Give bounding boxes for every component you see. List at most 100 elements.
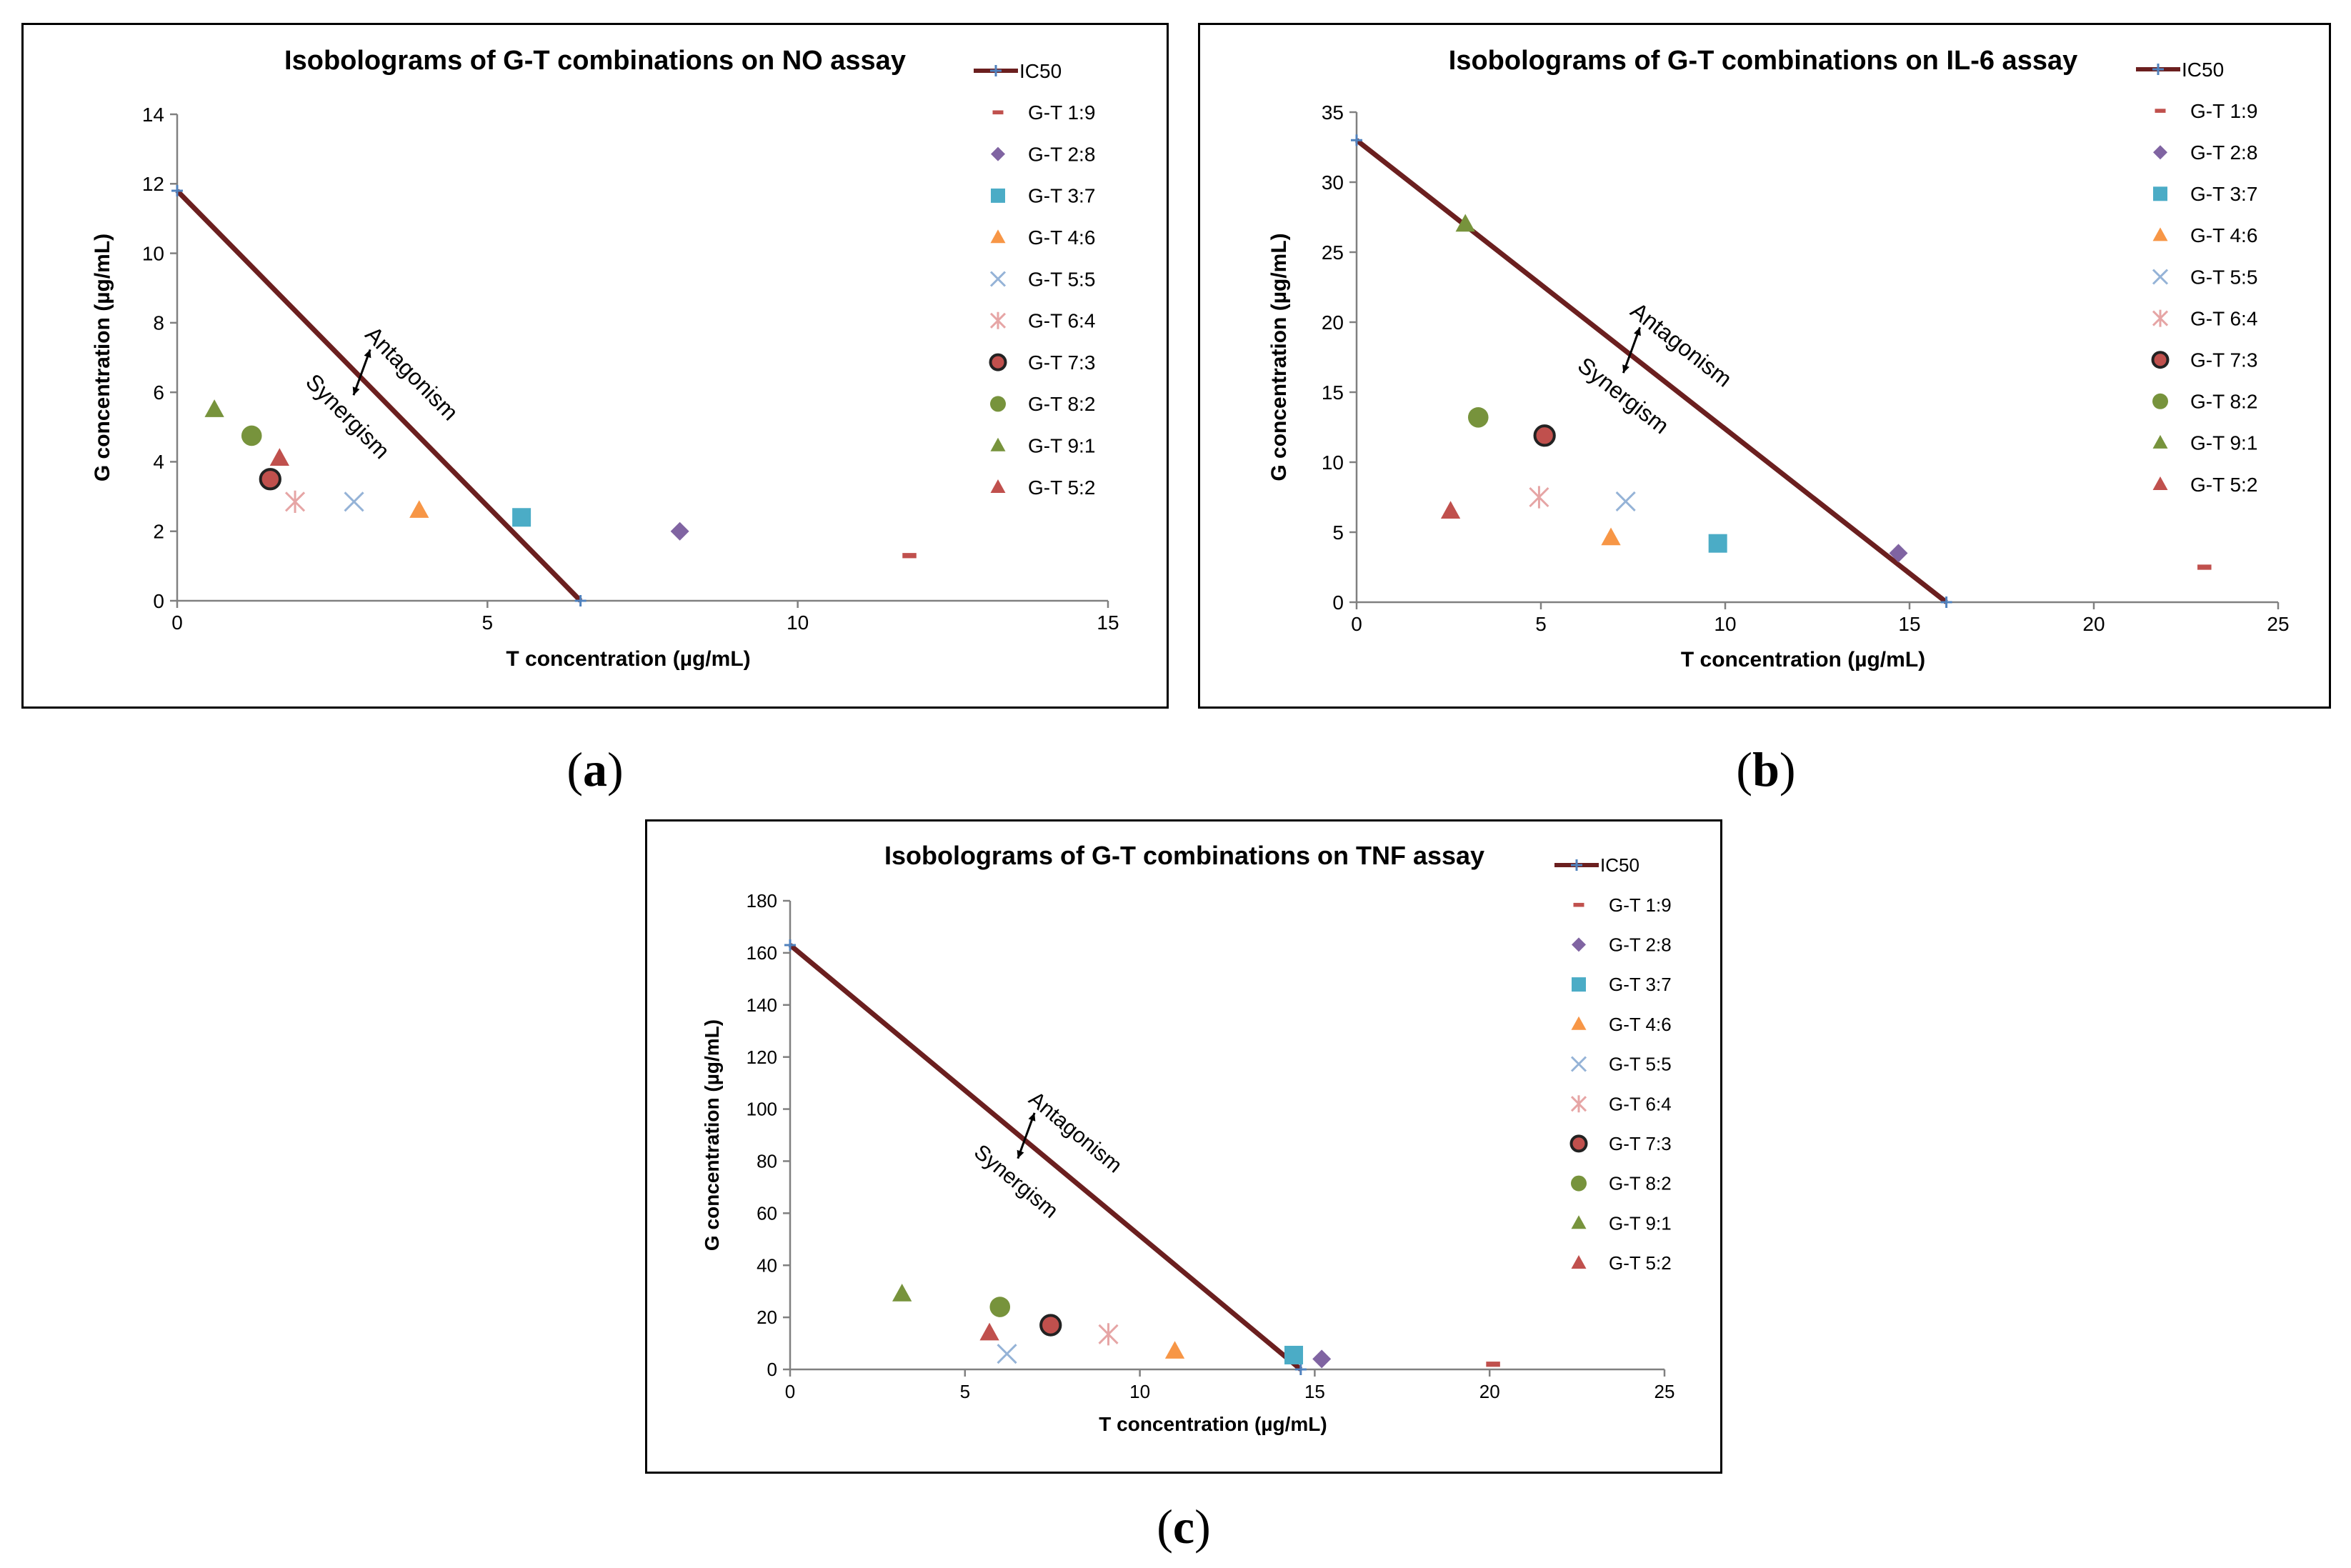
point-no-8-2 — [241, 425, 262, 446]
chart-no-assay: Isobolograms of G-T combinations on NO a… — [91, 46, 1119, 671]
y-tick-label-il6: 35 — [1322, 101, 1344, 124]
caption-c: (c) — [1157, 1499, 1211, 1555]
y-tick-label-tnf: 60 — [757, 1202, 777, 1224]
caption-b-open: ( — [1736, 742, 1753, 797]
legend-label-tnf: G-T 9:1 — [1609, 1212, 1672, 1234]
point-tnf-7-3 — [1039, 1314, 1062, 1337]
legend-label-tnf: G-T 1:9 — [1609, 894, 1672, 916]
chart-tnf-assay: Isobolograms of G-T combinations on TNF … — [701, 841, 1674, 1435]
legend-label-tnf: G-T 7:3 — [1609, 1133, 1672, 1154]
legend-marker-no — [990, 229, 1006, 244]
legend-marker-il6 — [2152, 269, 2169, 285]
caption-b-close: ) — [1779, 742, 1796, 797]
x-tick-label-il6: 0 — [1351, 613, 1362, 635]
x-tick-label-tnf: 20 — [1479, 1381, 1500, 1402]
point-no-5-2 — [269, 448, 289, 466]
y-tick-label-no: 6 — [153, 381, 164, 404]
point-tnf-1-9 — [1486, 1362, 1500, 1367]
caption-b-letter: b — [1752, 742, 1780, 797]
point-no-7-3 — [259, 468, 281, 491]
x-tick-label-il6: 20 — [2082, 613, 2105, 635]
ic50-line-no — [175, 189, 583, 603]
legend-label-il6: G-T 9:1 — [2190, 432, 2257, 454]
annotation-antagonism-no: Antagonism — [360, 321, 463, 426]
y-tick-label-il6: 15 — [1322, 381, 1344, 404]
x-tick-label-no: 5 — [482, 611, 494, 634]
legend-marker-il6 — [2151, 351, 2170, 369]
x-axis-label-il6: T concentration (µg/mL) — [1681, 648, 1925, 671]
legend-label-no: G-T 4:6 — [1028, 226, 1095, 249]
x-tick-label-tnf: 0 — [785, 1381, 795, 1402]
legend-label-tnf: G-T 3:7 — [1609, 974, 1672, 995]
caption-c-open: ( — [1157, 1499, 1173, 1554]
y-tick-label-tnf: 20 — [757, 1307, 777, 1328]
x-axis-label-no: T concentration (µg/mL) — [506, 647, 750, 671]
legend-marker-il6 — [2152, 309, 2169, 327]
caption-c-letter: c — [1172, 1499, 1195, 1554]
legend-label-ic50-no: IC50 — [1019, 60, 1062, 82]
y-tick-label-no: 2 — [153, 521, 164, 543]
legend-label-tnf: G-T 5:5 — [1609, 1054, 1672, 1075]
x-tick-label-il6: 15 — [1898, 613, 1920, 635]
legend-label-il6: G-T 5:5 — [2190, 266, 2257, 288]
legend-marker-il6 — [2153, 145, 2167, 160]
legend-marker-il6 — [2152, 393, 2168, 409]
ic50-point-no — [574, 595, 586, 606]
legend-label-no: G-T 1:9 — [1028, 101, 1095, 124]
legend-marker-il6 — [2152, 227, 2168, 241]
legend-label-il6: G-T 5:2 — [2190, 474, 2257, 496]
legend-label-no: G-T 6:4 — [1028, 310, 1095, 332]
point-tnf-6-4 — [1098, 1323, 1119, 1346]
y-tick-label-tnf: 120 — [747, 1047, 777, 1068]
x-tick-label-il6: 10 — [1714, 613, 1736, 635]
x-tick-label-no: 15 — [1097, 611, 1119, 634]
x-tick-label-il6: 25 — [2267, 613, 2289, 635]
legend-marker-il6 — [2153, 186, 2167, 201]
y-tick-label-no: 14 — [142, 104, 164, 126]
y-tick-label-tnf: 180 — [747, 890, 777, 912]
y-axis-label-tnf: G concentration (µg/mL) — [701, 1019, 723, 1251]
point-tnf-4-6 — [1164, 1341, 1185, 1359]
point-il6-5-2 — [1440, 501, 1461, 519]
chart-title-no: Isobolograms of G-T combinations on NO a… — [284, 46, 906, 76]
legend-marker-tnf — [1571, 1255, 1587, 1269]
ic50-line-tnf — [788, 943, 1303, 1372]
annotation-antagonism-tnf: Antagonism — [1024, 1087, 1127, 1178]
point-il6-3-7 — [1708, 534, 1727, 553]
ic50-point-il6 — [1940, 596, 1952, 608]
y-tick-label-no: 12 — [142, 173, 164, 195]
point-il6-4-6 — [1601, 527, 1621, 546]
y-tick-label-il6: 30 — [1322, 171, 1344, 194]
legend-marker-no — [990, 396, 1006, 412]
point-tnf-8-2 — [989, 1297, 1011, 1317]
y-tick-label-il6: 20 — [1322, 311, 1344, 334]
legend-marker-no — [990, 437, 1006, 451]
legend-marker-il6 — [2152, 476, 2168, 490]
point-no-5-5 — [344, 491, 364, 512]
ic50-point-il6 — [1351, 134, 1362, 146]
legend-label-il6: G-T 7:3 — [2190, 349, 2257, 371]
legend-marker-il6 — [2152, 434, 2168, 449]
legend-no: IC50 G-T 1:9 G-T 2:8 G-T 3:7 G-T 4:6 G-T 5:5 G… — [974, 60, 1095, 499]
legend-label-tnf: G-T 6:4 — [1609, 1093, 1672, 1114]
caption-a-close: ) — [607, 742, 624, 797]
legend-label-tnf: G-T 5:2 — [1609, 1252, 1672, 1274]
ic50-point-tnf — [1294, 1364, 1307, 1375]
legend-label-il6: G-T 6:4 — [2190, 307, 2257, 329]
point-il6-5-5 — [1615, 491, 1636, 511]
legend-marker-tnf — [1572, 977, 1586, 992]
point-tnf-5-2 — [979, 1322, 999, 1341]
legend-label-il6: G-T 2:8 — [2190, 141, 2257, 164]
legend-label-il6: G-T 1:9 — [2190, 100, 2257, 122]
legend-label-tnf: G-T 4:6 — [1609, 1014, 1672, 1035]
legend-label-ic50-tnf: IC50 — [1600, 854, 1639, 876]
legend-marker-tnf — [1570, 1095, 1587, 1113]
legend-marker-tnf — [1571, 1215, 1587, 1229]
legend-marker-tnf — [1569, 1134, 1588, 1153]
chart-il6-assay: Isobolograms of G-T combinations on IL-6… — [1267, 46, 2290, 671]
legend-label-no: G-T 3:7 — [1028, 185, 1095, 207]
annotation-antagonism-il6: Antagonism — [1626, 297, 1737, 392]
arrow-synergism-il6 — [1622, 349, 1633, 374]
arrow-antagonism-tnf — [1025, 1112, 1036, 1137]
legend-il6: IC50 G-T 1:9 G-T 2:8 G-T 3:7 G-T 4:6 G-T 5:5 G… — [2136, 59, 2257, 496]
